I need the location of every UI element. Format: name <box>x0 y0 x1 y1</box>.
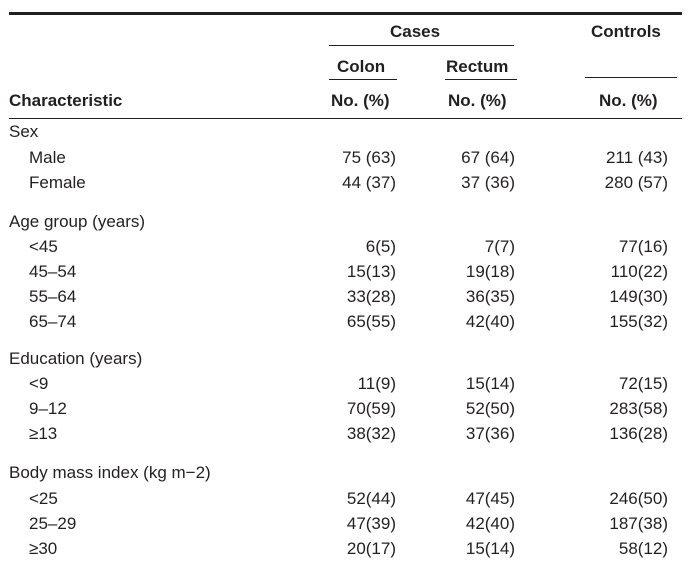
table-top-rule <box>9 12 682 15</box>
colon-value: 6(5) <box>365 237 396 256</box>
controls-value: 110(22) <box>610 262 668 281</box>
row-label: 65–74 <box>29 312 77 331</box>
row-label: ≥13 <box>29 424 58 443</box>
controls-value: 149(30) <box>609 287 668 306</box>
row-label: Male <box>29 148 66 167</box>
colon-value: 38(32) <box>346 424 396 443</box>
colon-value: 70(59) <box>346 399 396 418</box>
rectum-unit-header: No. (%) <box>448 91 507 110</box>
row-label: <45 <box>29 237 58 256</box>
controls-value: 280 (57) <box>604 173 668 192</box>
rectum-value: 67 (64) <box>461 148 515 167</box>
colon-value: 20(17) <box>346 539 396 558</box>
rectum-value: 52(50) <box>465 399 515 418</box>
rectum-value: 42(40) <box>465 514 515 533</box>
row-label: 45–54 <box>29 262 77 281</box>
section-title: Body mass index (kg m−2) <box>9 463 211 482</box>
colon-unit-header: No. (%) <box>331 91 390 110</box>
colon-value: 44 (37) <box>342 173 396 192</box>
controls-rule <box>585 77 677 78</box>
rectum-header: Rectum <box>446 57 509 76</box>
rectum-value: 36(35) <box>465 287 515 306</box>
controls-value: 187(38) <box>609 514 668 533</box>
row-label: 25–29 <box>29 514 77 533</box>
cases-rule <box>329 45 514 46</box>
rectum-value: 15(14) <box>465 374 515 393</box>
header-bottom-rule <box>9 118 682 119</box>
row-label: Female <box>29 173 86 192</box>
controls-value: 211 (43) <box>605 148 668 167</box>
controls-value: 283(58) <box>609 399 668 418</box>
section-title: Age group (years) <box>9 212 146 231</box>
colon-header: Colon <box>337 57 386 76</box>
section-title: Sex <box>9 122 39 141</box>
colon-value: 75 (63) <box>342 148 396 167</box>
cases-header: Cases <box>390 22 441 41</box>
row-label: 9–12 <box>29 399 67 418</box>
controls-header: Controls <box>591 22 661 41</box>
controls-value: 58(12) <box>618 539 668 558</box>
rectum-value: 19(18) <box>465 262 515 281</box>
colon-rule <box>329 79 397 80</box>
row-label: 55–64 <box>29 287 77 306</box>
controls-unit-header: No. (%) <box>599 91 658 110</box>
rectum-value: 15(14) <box>465 539 515 558</box>
row-label: <25 <box>29 489 58 508</box>
rectum-value: 7(7) <box>484 237 515 256</box>
controls-value: 246(50) <box>609 489 668 508</box>
colon-value: 11(9) <box>357 374 396 393</box>
section-title: Education (years) <box>9 349 143 368</box>
controls-value: 136(28) <box>609 424 668 443</box>
colon-value: 15(13) <box>346 262 396 281</box>
controls-value: 155(32) <box>609 312 668 331</box>
rectum-value: 37 (36) <box>461 173 515 192</box>
row-label: <9 <box>29 374 49 393</box>
controls-value: 77(16) <box>618 237 668 256</box>
colon-value: 65(55) <box>346 312 396 331</box>
rectum-value: 37(36) <box>465 424 515 443</box>
controls-value: 72(15) <box>618 374 668 393</box>
rectum-rule <box>445 79 517 80</box>
rectum-value: 47(45) <box>465 489 515 508</box>
colon-value: 52(44) <box>346 489 396 508</box>
characteristic-header: Characteristic <box>9 91 123 110</box>
colon-value: 47(39) <box>346 514 396 533</box>
colon-value: 33(28) <box>346 287 396 306</box>
row-label: ≥30 <box>29 539 58 558</box>
rectum-value: 42(40) <box>465 312 515 331</box>
